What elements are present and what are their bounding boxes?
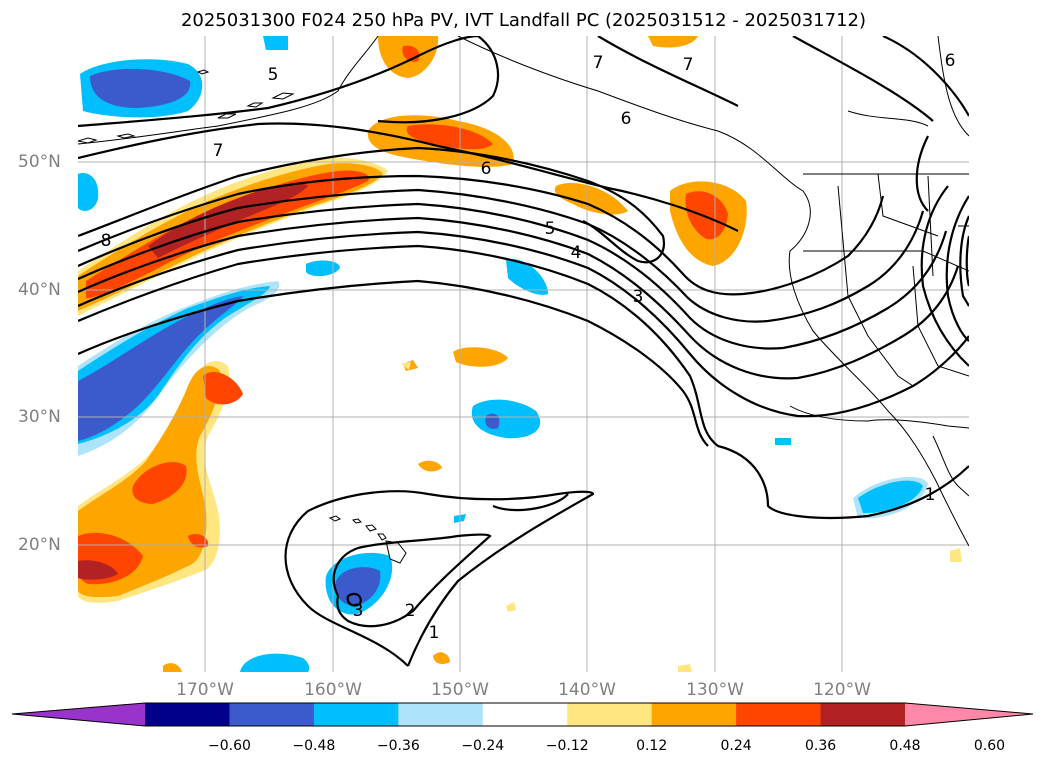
negative-anomaly-top xyxy=(263,36,288,50)
positive-anomaly-sw-max xyxy=(78,560,118,580)
positive-anomaly-small-7 xyxy=(950,548,962,562)
colorbar-tick-label: −0.60 xyxy=(207,738,251,754)
contour-label: 7 xyxy=(683,55,694,75)
positive-anomaly-mid-2-core xyxy=(685,191,728,240)
contour-label: 7 xyxy=(593,53,604,73)
positive-anomaly-jet-band-max xyxy=(148,183,308,258)
colorbar-segment xyxy=(567,703,653,726)
negative-anomaly-bottom xyxy=(240,653,310,672)
map-title: 2025031300 F024 250 hPa PV, IVT Landfall… xyxy=(180,10,867,31)
colorbar xyxy=(11,702,1034,727)
contour-label: 6 xyxy=(945,51,956,71)
colorbar-tick-label: 0.48 xyxy=(889,738,921,754)
aleutian-islands xyxy=(78,69,295,144)
negative-anomaly-se-mid xyxy=(858,480,923,514)
colorbar-segment xyxy=(736,703,822,726)
lat-label-20n: 20°N xyxy=(18,535,61,555)
colorbar-extend-low xyxy=(12,703,145,726)
contour-label: 5 xyxy=(545,219,556,239)
positive-anomaly-sw-red-2 xyxy=(132,462,187,504)
colorbar-tick-label: 0.60 xyxy=(973,738,1006,754)
contour-label: 8 xyxy=(101,231,112,251)
contour-label: 1 xyxy=(429,623,440,643)
positive-anomaly-small-2 xyxy=(418,460,442,472)
colorbar-tick-label: 0.36 xyxy=(804,738,837,754)
contour-label: 2 xyxy=(405,601,416,621)
positive-anomaly-small-8 xyxy=(401,362,411,370)
negative-anomaly-nw-core xyxy=(90,68,191,108)
lat-label-30n: 30°N xyxy=(18,407,61,427)
positive-anomaly-small-4 xyxy=(433,652,450,664)
map-panel: 5 7 6 7 7 6 5 4 3 2 1 3 1 6 8 xyxy=(78,36,969,672)
positive-anomaly-mid-1 xyxy=(554,183,628,215)
colorbar-tick-label: −0.48 xyxy=(292,738,336,754)
lon-label-170w: 170°W xyxy=(176,680,234,700)
negative-anomaly-small-2 xyxy=(506,258,548,295)
colorbar-segment xyxy=(313,703,399,726)
ivt-contours xyxy=(78,36,969,667)
negative-anomaly-small-3 xyxy=(775,438,791,445)
colorbar-tick-label: 0.12 xyxy=(636,738,668,754)
colorbar-segments xyxy=(12,703,1033,726)
colorbar-segment xyxy=(398,703,484,726)
contour-label: 7 xyxy=(213,141,224,161)
lon-label-130w: 130°W xyxy=(686,680,744,700)
contour-label: 5 xyxy=(268,65,279,85)
contour-label: 1 xyxy=(925,485,936,505)
lon-label-140w: 140°W xyxy=(558,680,616,700)
contour-label: 3 xyxy=(353,601,364,621)
positive-anomaly-sw-red-1 xyxy=(203,372,243,405)
colorbar-segment xyxy=(229,703,315,726)
negative-anomaly-hawaii-core xyxy=(335,567,381,606)
colorbar-segment xyxy=(820,703,906,726)
lon-label-160w: 160°W xyxy=(304,680,362,700)
lat-label-50n: 50°N xyxy=(18,152,61,172)
contour-label: 3 xyxy=(633,287,644,307)
contour-label: 6 xyxy=(621,109,632,129)
colorbar-segment xyxy=(482,703,568,726)
colorbar-tick-label: 0.24 xyxy=(720,738,752,754)
positive-anomaly-sw-red-3 xyxy=(188,534,209,548)
colorbar-extend-high xyxy=(905,703,1033,726)
colorbar-segment xyxy=(651,703,737,726)
lon-label-150w: 150°W xyxy=(431,680,489,700)
positive-anomaly-small-9 xyxy=(678,664,692,672)
contour-label: 6 xyxy=(481,159,492,179)
positive-anomaly-jet-band-strong xyxy=(86,170,369,298)
negative-anomaly-west-edge xyxy=(78,173,99,211)
negative-anomaly-central-core xyxy=(485,413,500,429)
contour-label: 4 xyxy=(571,243,582,263)
negative-anomaly-small-1 xyxy=(306,260,340,277)
colorbar-segment xyxy=(145,703,230,726)
positive-anomaly-top-right xyxy=(648,36,698,48)
contour-label-group: 5 7 6 7 7 6 5 4 3 2 1 3 1 6 8 xyxy=(101,51,956,643)
colorbar-tick-label: −0.24 xyxy=(461,738,505,754)
colorbar-tick-label: −0.36 xyxy=(376,738,420,754)
positive-anomaly-small-6 xyxy=(506,602,516,612)
negative-anomaly-central xyxy=(471,399,541,439)
positive-anomaly-upper-1-core xyxy=(406,124,493,150)
colorbar-tick-label: −0.12 xyxy=(545,738,589,754)
lat-label-40n: 40°N xyxy=(18,280,61,300)
negative-anomaly-sw-band-core xyxy=(78,296,243,441)
positive-anomaly-small-1 xyxy=(453,347,508,367)
positive-anomaly-small-5 xyxy=(163,663,182,672)
lon-label-120w: 120°W xyxy=(813,680,871,700)
